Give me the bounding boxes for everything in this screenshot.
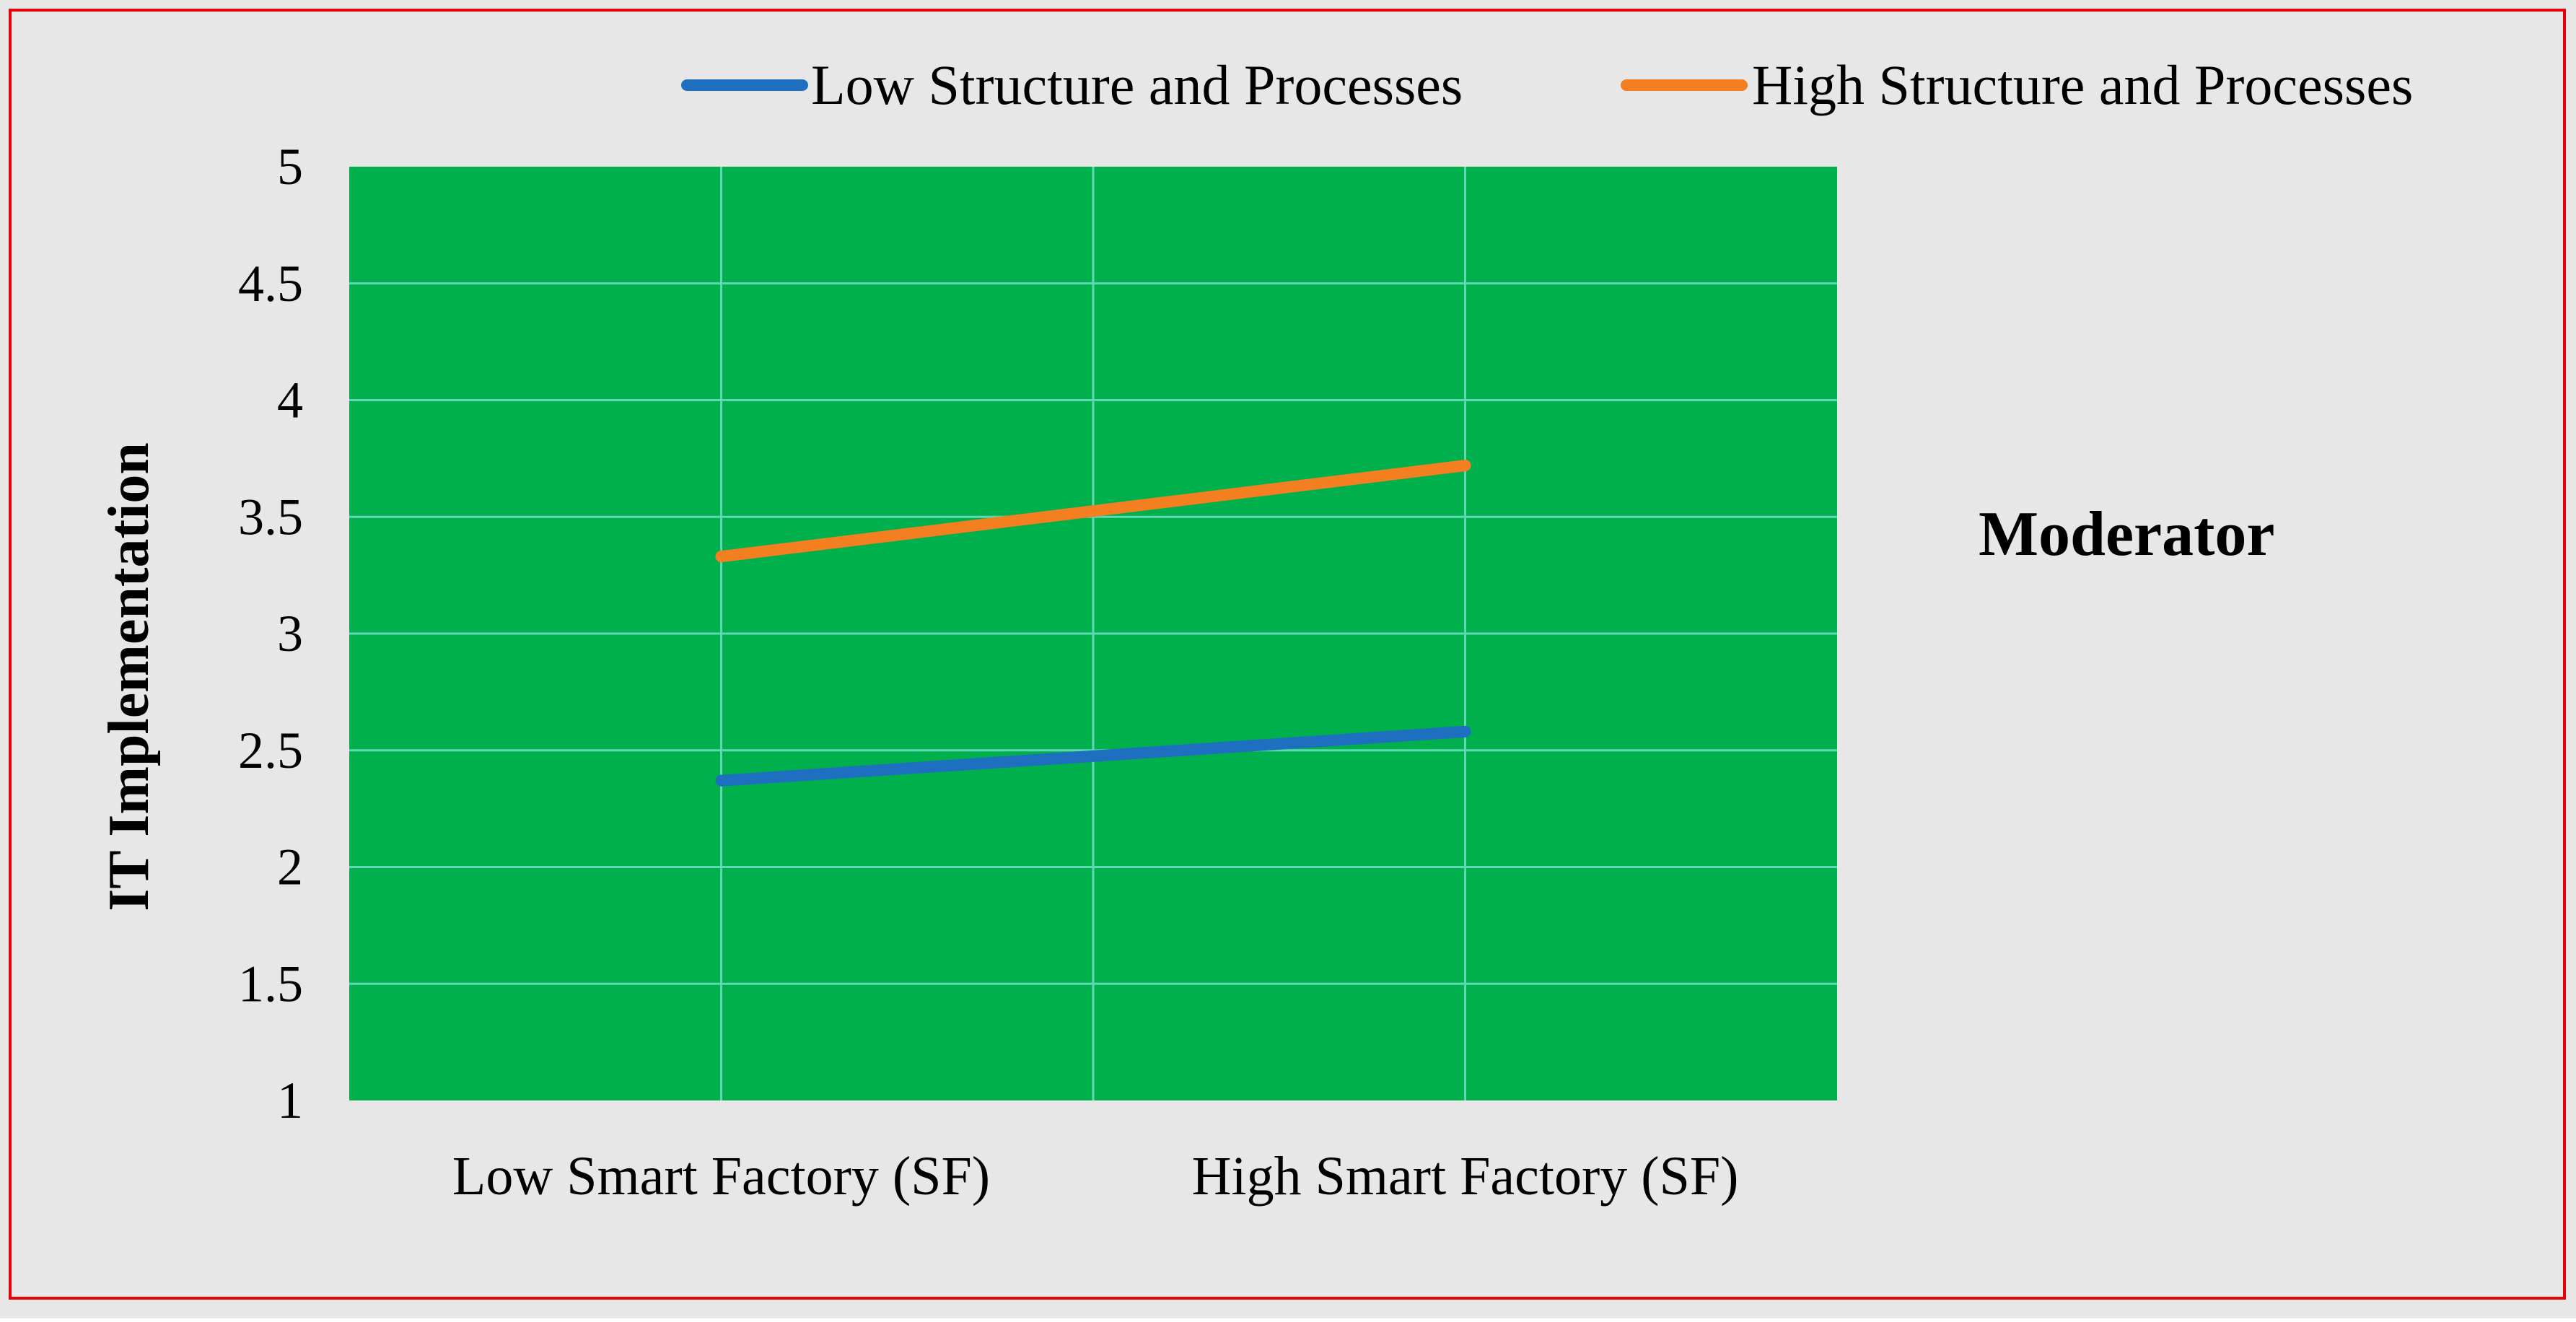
y-tick-label: 2.5 [238, 722, 303, 779]
legend-label: Low Structure and Processes [811, 53, 1463, 116]
y-tick-label: 4.5 [238, 255, 303, 312]
x-tick-labels: Low Smart Factory (SF) High Smart Factory… [452, 1146, 1739, 1207]
y-tick-label: 5 [277, 138, 303, 196]
data-point [1459, 460, 1471, 472]
moderator-label: Moderator [1979, 499, 2274, 569]
data-point [715, 551, 727, 563]
series-layer [715, 460, 1471, 787]
series-line-low-structure [715, 725, 1471, 787]
data-point [715, 774, 727, 787]
y-tick-label: 3.5 [238, 488, 303, 546]
legend-label: High Structure and Processes [1752, 53, 2413, 116]
y-axis-label: IT Implementation [97, 442, 161, 911]
grid-layer [349, 167, 1837, 1100]
y-tick-label: 3 [277, 605, 303, 662]
y-tick-label: 1.5 [238, 955, 303, 1012]
legend: Low Structure and Processes High Structur… [681, 53, 2413, 116]
y-tick-label: 2 [277, 839, 303, 896]
x-tick-label: Low Smart Factory (SF) [452, 1146, 990, 1207]
y-tick-labels: 1 1.5 2 2.5 3 3.5 4 4.5 5 [238, 138, 303, 1129]
y-tick-label: 1 [277, 1072, 303, 1129]
x-tick-label: High Smart Factory (SF) [1192, 1146, 1739, 1207]
data-point [1459, 725, 1471, 737]
y-tick-label: 4 [277, 372, 303, 429]
series-line-high-structure [715, 460, 1471, 563]
chart-frame [9, 9, 2566, 1300]
